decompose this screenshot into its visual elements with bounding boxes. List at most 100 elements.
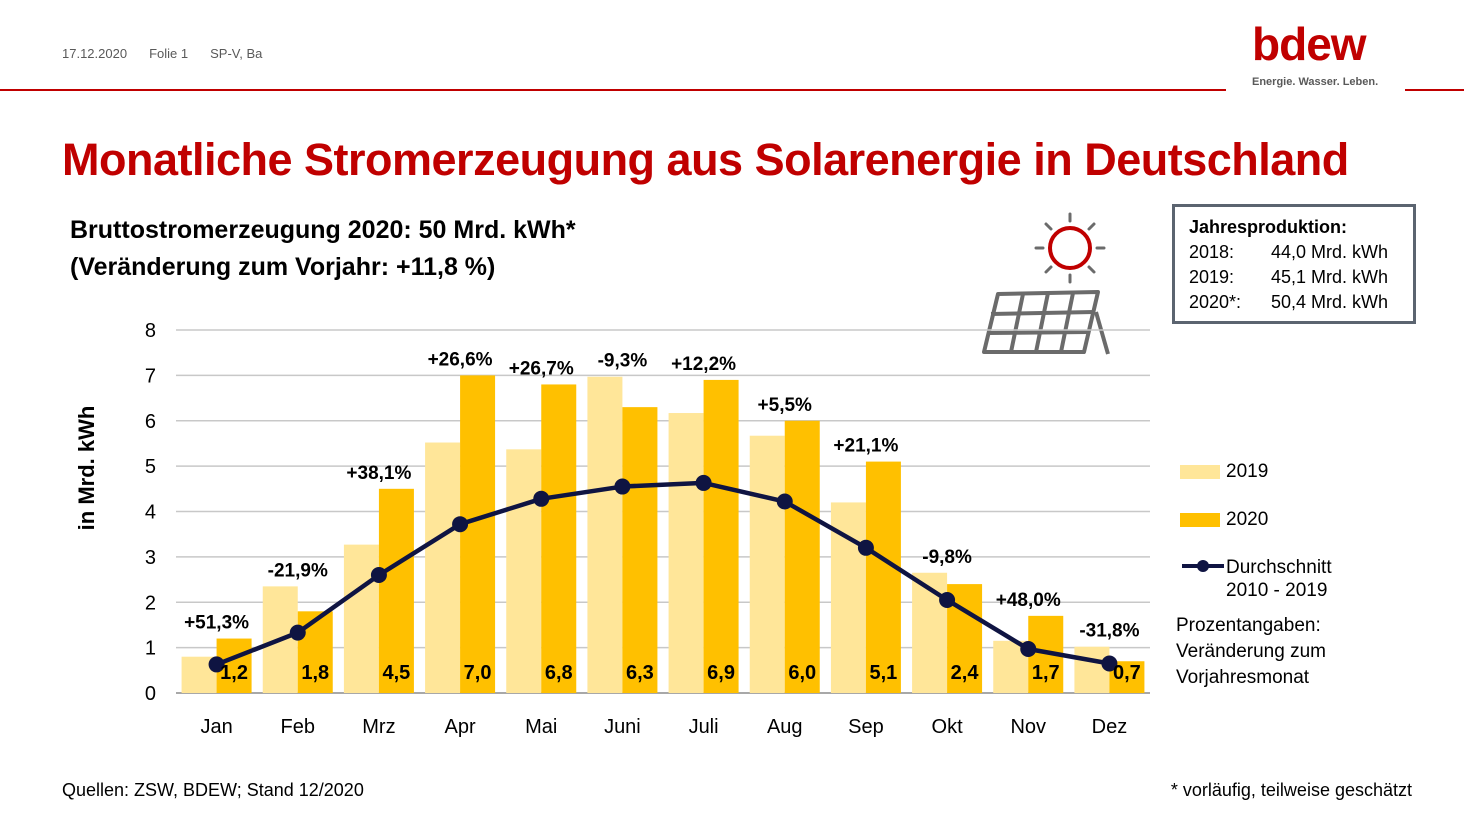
bar-2019	[749, 435, 785, 693]
bar-2020	[622, 407, 658, 693]
bar-2020	[784, 420, 820, 693]
infobox-value: 50,4 Mrd. kWh	[1271, 292, 1389, 312]
infobox-row: 2018: 44,0 Mrd. kWh	[1189, 240, 1399, 265]
change-label: +48,0%	[996, 590, 1061, 611]
change-label: +5,5%	[758, 395, 813, 416]
data-label-2020: 0,7	[1113, 662, 1141, 684]
data-label-2020: 5,1	[870, 662, 898, 684]
y-tick-label: 7	[145, 365, 156, 387]
average-point	[776, 493, 793, 510]
change-label: -9,3%	[598, 351, 648, 372]
average-point	[939, 591, 956, 608]
average-point	[533, 490, 550, 507]
x-tick-label: Feb	[281, 716, 315, 738]
y-tick-label: 2	[145, 592, 156, 614]
infobox-heading: Jahresproduktion:	[1189, 217, 1348, 237]
bar-2020	[378, 488, 414, 693]
logo-tagline: Energie. Wasser. Leben.	[1252, 76, 1379, 88]
y-tick-label: 0	[145, 683, 156, 705]
x-tick-label: Sep	[848, 716, 884, 738]
y-axis-label: in Mrd. kWh	[74, 406, 99, 531]
bdew-logo: bdew Energie. Wasser. Leben.	[1252, 20, 1382, 88]
bar-2019	[587, 376, 623, 693]
sun-icon	[1034, 212, 1106, 284]
note-line: Prozentangaben:	[1176, 615, 1321, 636]
slide-date: 17.12.2020	[62, 46, 128, 61]
legend-swatch-2020	[1180, 513, 1220, 527]
x-tick-label: Juni	[604, 716, 641, 738]
average-point	[208, 656, 225, 673]
change-label: +26,7%	[509, 358, 574, 379]
subtitle-line-2: (Veränderung zum Vorjahr: +11,8 %)	[70, 253, 496, 281]
logo-wordmark: bdew	[1252, 18, 1367, 70]
data-label-2020: 4,5	[383, 662, 411, 684]
average-point	[614, 478, 631, 495]
bar-2020	[297, 611, 333, 693]
average-point	[695, 474, 712, 491]
bar-2019	[425, 442, 461, 693]
chart-subtitle: Bruttostromerzeugung 2020: 50 Mrd. kWh* …	[70, 212, 576, 286]
y-tick-label: 1	[145, 638, 156, 660]
x-tick-label: Dez	[1092, 716, 1128, 738]
infobox-year: 2019:	[1189, 267, 1235, 287]
change-label: -9,8%	[922, 547, 972, 568]
bar-2020	[703, 379, 739, 693]
data-label-2020: 6,0	[788, 662, 816, 684]
average-point	[857, 539, 874, 556]
bar-2019	[1074, 646, 1110, 693]
footnote: * vorläufig, teilweise geschätzt	[1170, 780, 1412, 800]
y-tick-label: 5	[145, 456, 156, 478]
y-tick-label: 6	[145, 411, 156, 433]
slide-number: Folie 1	[149, 46, 189, 61]
x-tick-label: Apr	[445, 716, 476, 738]
y-tick-label: 8	[145, 320, 156, 342]
x-tick-label: Okt	[932, 716, 964, 738]
average-point	[452, 516, 469, 533]
legend-item-2019: 2019	[1180, 461, 1268, 483]
data-label-2020: 1,2	[220, 662, 248, 684]
note-line: Vorjahresmonat	[1176, 667, 1310, 688]
legend-label-2020: 2020	[1226, 509, 1269, 530]
y-tick-label: 4	[145, 502, 156, 524]
change-label: +12,2%	[671, 354, 736, 375]
bar-2019	[343, 544, 379, 693]
legend-line-average	[1182, 560, 1224, 572]
solar-panel-icon	[982, 290, 1110, 355]
y-tick-label: 3	[145, 547, 156, 569]
data-label-2020: 1,7	[1032, 662, 1060, 684]
annual-production-box: Jahresproduktion: 2018: 44,0 Mrd. kWh 20…	[1172, 204, 1416, 324]
legend-label-2019: 2019	[1226, 461, 1269, 482]
page-title: Monatliche Stromerzeugung aus Solarenerg…	[62, 134, 1349, 185]
infobox-row: 2019: 45,1 Mrd. kWh	[1189, 265, 1399, 290]
change-label: +21,1%	[833, 436, 898, 457]
slide-meta: 17.12.2020 Folie 1 SP-V, Ba	[62, 46, 262, 61]
source-note: Quellen: ZSW, BDEW; Stand 12/2020	[62, 780, 364, 800]
bar-2020	[541, 384, 577, 693]
x-tick-label: Aug	[767, 716, 803, 738]
infobox-value: 44,0 Mrd. kWh	[1271, 242, 1389, 262]
x-tick-label: Juli	[689, 716, 719, 738]
average-point	[1101, 655, 1118, 672]
bar-2020	[460, 375, 496, 693]
change-label: -21,9%	[268, 560, 328, 581]
monthly-solar-chart: 0 1 2 3 4 5 6 7 8 in Mrd. kWh Jan 1,2 +51,3% Feb 1,8…	[74, 320, 1150, 738]
infobox-year: 2018:	[1189, 242, 1235, 262]
average-point	[370, 567, 387, 584]
change-label: +26,6%	[428, 349, 493, 370]
infobox-year: 2020*:	[1189, 292, 1242, 312]
header-rule-left	[0, 89, 1226, 91]
infobox-value: 45,1 Mrd. kWh	[1271, 267, 1389, 287]
change-label: +51,3%	[184, 613, 249, 634]
x-tick-label: Mrz	[362, 716, 395, 738]
subtitle-line-1: Bruttostromerzeugung 2020: 50 Mrd. kWh*	[70, 216, 576, 244]
legend-item-average: Durchschnitt 2010 - 2019	[1180, 556, 1332, 602]
legend-item-2020: 2020	[1180, 509, 1268, 531]
bar-2019	[506, 449, 542, 693]
legend-label-average-2: 2010 - 2019	[1226, 580, 1328, 601]
bar-2020	[865, 461, 901, 693]
data-label-2020: 6,8	[545, 662, 573, 684]
bar-2019	[668, 413, 704, 693]
data-label-2020: 2,4	[951, 662, 980, 684]
solar-illustration	[982, 212, 1110, 355]
x-tick-label: Mai	[525, 716, 557, 738]
